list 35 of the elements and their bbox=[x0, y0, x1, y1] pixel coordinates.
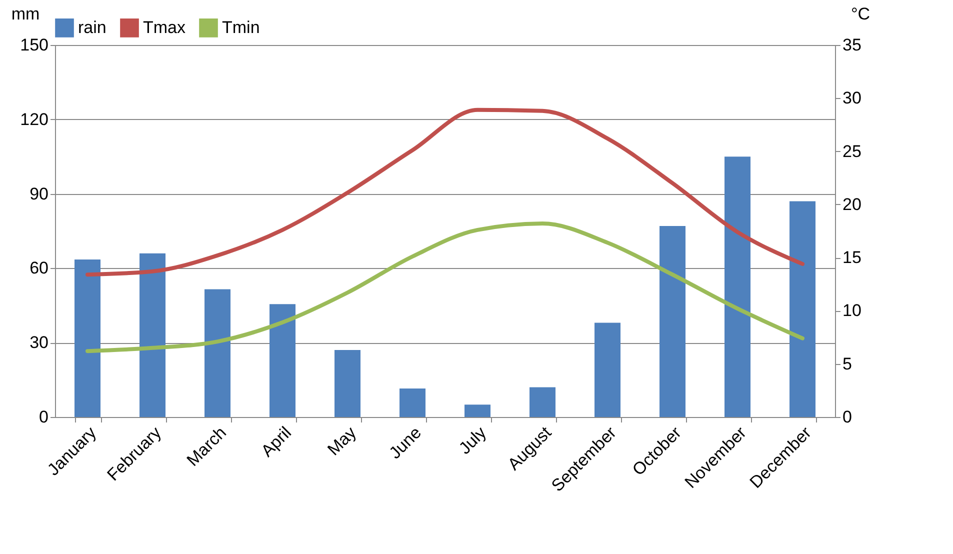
y-tick-label: 60 bbox=[30, 258, 48, 278]
bar bbox=[140, 253, 166, 417]
x-tick-label: July bbox=[455, 422, 490, 458]
legend-label: Tmin bbox=[222, 18, 260, 37]
y-axis-title: mm bbox=[11, 4, 40, 24]
y-tick-label: 120 bbox=[20, 110, 48, 129]
y2-tick-label: 0 bbox=[842, 408, 852, 426]
bar bbox=[660, 226, 686, 417]
y2-tick-label: 20 bbox=[842, 194, 862, 214]
bar bbox=[464, 404, 490, 417]
y2-tick-label: 30 bbox=[842, 88, 862, 108]
y2-tick-label: 15 bbox=[842, 248, 862, 268]
legend-label: rain bbox=[78, 18, 106, 37]
legend-label: Tmax bbox=[143, 18, 186, 37]
bar bbox=[594, 322, 620, 417]
y2-tick-label: 25 bbox=[842, 142, 862, 161]
bar bbox=[204, 289, 230, 417]
bar bbox=[400, 388, 426, 417]
y2-tick-label: 35 bbox=[842, 36, 862, 54]
bar bbox=[530, 387, 556, 417]
x-tick-label: May bbox=[324, 422, 360, 460]
line-series bbox=[86, 222, 804, 354]
bar bbox=[790, 201, 816, 417]
bar bbox=[270, 304, 296, 417]
bar bbox=[74, 260, 100, 417]
y-tick-label: 30 bbox=[30, 333, 48, 352]
y2-axis-title: °C bbox=[850, 4, 870, 24]
y2-tick-label: 5 bbox=[842, 354, 852, 374]
y2-tick-label: 10 bbox=[842, 301, 862, 320]
bar bbox=[724, 156, 750, 417]
line-series bbox=[86, 108, 804, 277]
y-tick-label: 150 bbox=[20, 36, 48, 54]
y-tick-label: 0 bbox=[39, 408, 48, 426]
bar bbox=[334, 350, 360, 417]
y-tick-label: 90 bbox=[30, 184, 48, 204]
